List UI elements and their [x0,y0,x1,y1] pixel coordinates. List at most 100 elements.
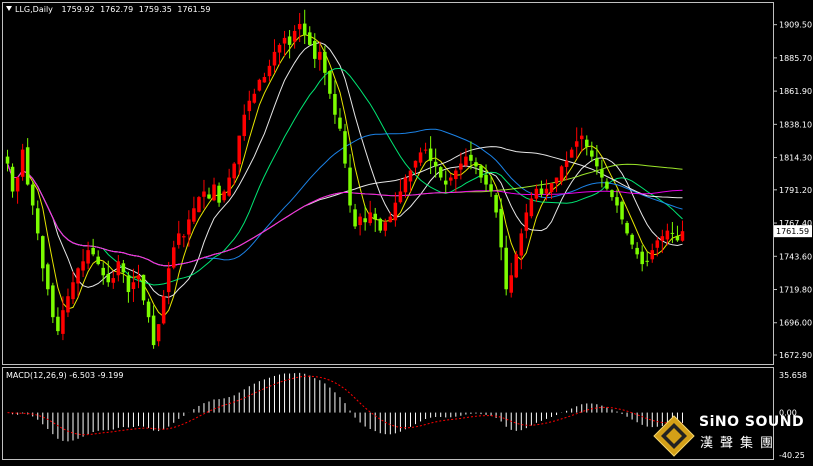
candle-body [297,23,302,30]
candle [398,178,403,204]
candle-body [192,208,196,222]
candle-body [378,218,383,231]
candle [675,225,680,242]
candle-body [282,37,287,44]
candle-body [564,160,569,167]
dropdown-triangle-icon[interactable] [6,6,12,11]
candle-body [665,230,670,240]
candle-body [474,162,478,167]
ma-10-line [7,41,683,298]
candle [156,324,161,347]
close-value: 1761.59 [177,5,211,14]
candle-body [423,149,428,151]
candle-body [393,202,398,221]
candle-body [383,222,388,231]
candle [348,154,352,213]
candle-body [217,185,221,203]
candle-body [272,51,277,66]
candle-body [267,65,272,77]
candle [413,160,418,176]
candle [106,260,111,287]
candle [449,173,453,186]
candle-body [257,79,262,91]
price-tick-label: 1743.60 [779,252,812,261]
candle [101,262,105,285]
candle-body [645,260,649,262]
candle [524,203,529,239]
candle-body [25,147,30,185]
candle-body [277,44,282,53]
candle-body [635,247,639,255]
candles [5,9,685,349]
candle [177,220,181,249]
candle-body [166,268,171,293]
candle [272,39,277,73]
candle [559,165,564,186]
candle [81,248,85,278]
candle-body [509,275,513,293]
candle [20,143,25,181]
candle [549,183,554,199]
candle [635,242,639,259]
candle-body [484,174,488,185]
candle [182,234,186,248]
candle [600,159,604,188]
candle-body [438,167,443,178]
candle [574,127,579,159]
candle-body [146,301,151,318]
candle-body [640,251,644,265]
candle [680,220,685,242]
candle [640,245,644,272]
candle [35,200,40,241]
candle [227,168,231,197]
candle [41,235,45,282]
macd-pane-frame [2,367,774,460]
candle [564,151,569,181]
price-tick-label: 1861.90 [779,87,812,96]
candle [595,145,599,175]
candle [418,147,423,166]
candle [121,259,126,283]
candle [46,262,50,296]
candle-body [660,236,665,241]
candle [625,220,629,236]
candle-body [237,135,241,165]
candle [443,170,448,193]
candle-body [625,222,629,234]
candle [539,180,544,198]
candle-body [41,236,45,269]
candle [197,195,201,213]
price-tick-label: 1838.10 [779,120,812,129]
candle [343,123,347,168]
macd-title: MACD(12,26,9) -6.503 -9.199 [6,371,124,380]
macd-tick-label: 0.00 [779,409,797,418]
candle-body [443,180,448,185]
candle-body [574,141,579,147]
candle [489,175,493,197]
candle-body [358,216,362,226]
candle-body [222,191,226,201]
chart-header: LLG,Daily 1759.92 1762.79 1759.35 1761.5… [6,5,210,14]
candle [474,157,478,175]
candle [585,135,589,156]
candle [670,222,675,244]
low-value: 1759.35 [138,5,172,14]
candle-body [524,212,529,231]
candle [287,30,292,59]
candle [438,165,443,181]
candle-body [398,191,403,203]
candle-body [600,169,604,178]
candle-body [177,233,181,245]
candle [509,262,513,298]
candle-body [61,310,65,334]
candle-body [408,170,413,182]
high-value: 1762.79 [100,5,134,14]
candle-body [116,261,121,276]
candle [579,127,584,152]
candle [66,288,70,318]
candle-body [630,234,634,245]
candle [494,192,498,218]
symbol-label: LLG,Daily [15,5,53,14]
